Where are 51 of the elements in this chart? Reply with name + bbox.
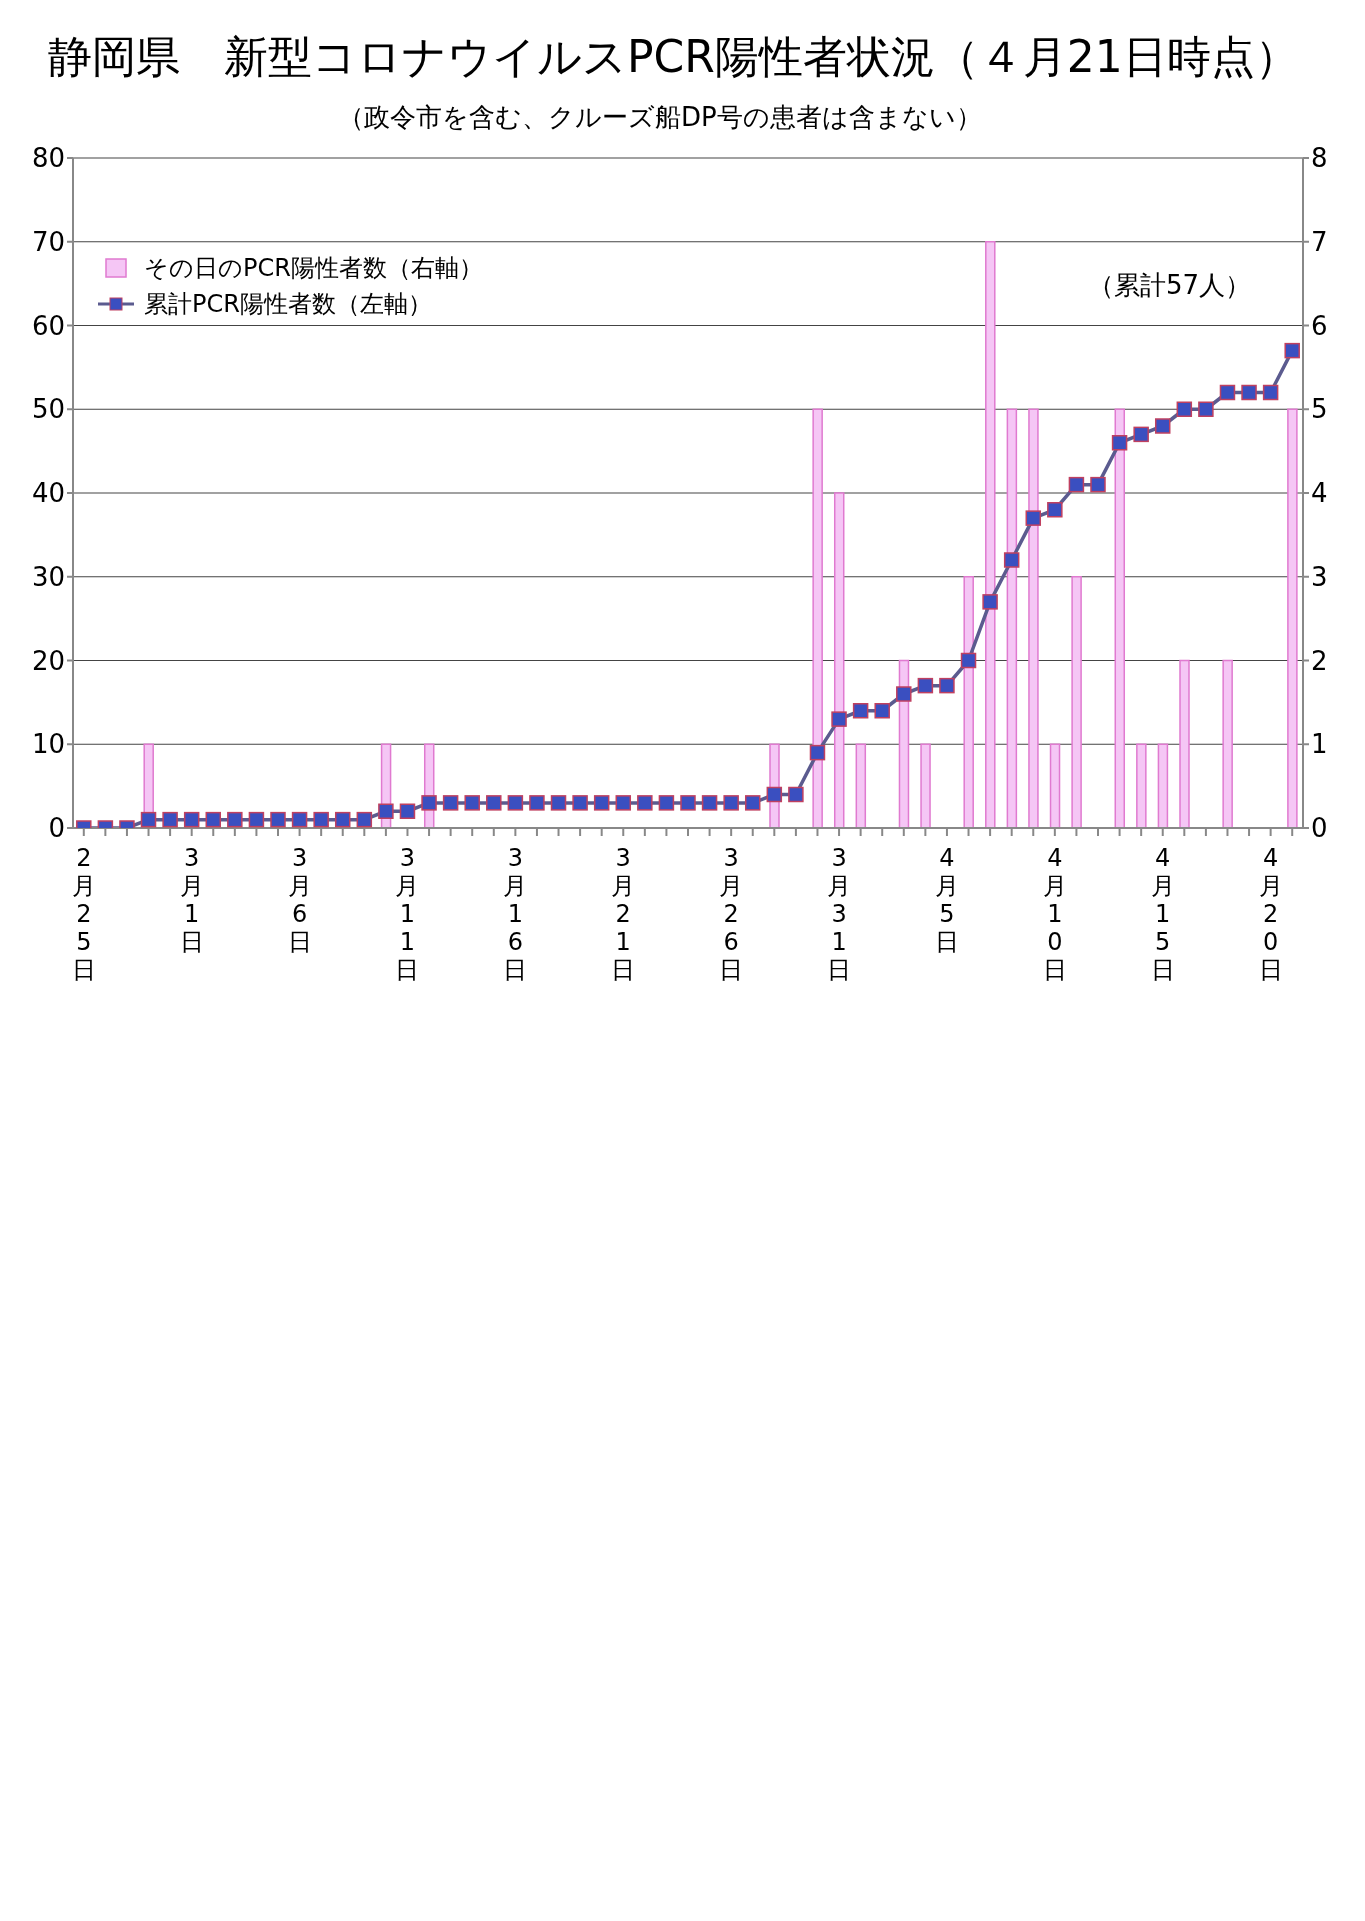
x-tick-label: 3月26日 <box>719 844 744 984</box>
y2-tick-label: 4 <box>1311 478 1328 509</box>
x-tick-label: 3月6日 <box>287 844 312 956</box>
chart-subtitle: （政令市を含む、クルーズ船DP号の患者は含まない） <box>338 101 982 134</box>
x-tick-label: 3月16日 <box>503 844 528 984</box>
annotation: （累計57人） <box>1088 269 1252 302</box>
y2-tick-label: 3 <box>1311 561 1328 592</box>
y2-tick-label: 1 <box>1311 729 1328 760</box>
x-tick-label: 4月15日 <box>1150 844 1175 984</box>
y-tick-label: 0 <box>48 813 65 844</box>
bar <box>1049 743 1061 828</box>
x-tick-label: 2月25日 <box>71 844 96 984</box>
y2-tick-label: 7 <box>1311 226 1328 257</box>
bar <box>1006 408 1018 828</box>
bar <box>1071 576 1082 828</box>
bar <box>963 576 974 828</box>
x-tick-label: 3月31日 <box>827 844 852 984</box>
x-tick-label: 3月21日 <box>611 844 636 984</box>
y2-tick-label: 2 <box>1311 645 1328 676</box>
y2-tick-label: 6 <box>1311 310 1328 341</box>
bar <box>1287 408 1298 828</box>
x-tick-label: 3月11日 <box>395 844 420 984</box>
y-tick-label: 60 <box>31 310 65 341</box>
x-tick-label: 3月1日 <box>179 844 204 956</box>
y-tick-label: 30 <box>31 561 65 592</box>
y2-tick-label: 5 <box>1311 394 1328 425</box>
y-tick-label: 70 <box>31 226 65 257</box>
y2-tick-label: 8 <box>1311 143 1328 174</box>
bar <box>1157 743 1169 828</box>
bar <box>812 408 823 828</box>
bar <box>920 743 931 828</box>
legend-label: その日のPCR陽性者数（右軸） <box>144 253 483 284</box>
y-tick-label: 40 <box>31 478 65 509</box>
y-tick-label: 50 <box>31 394 65 425</box>
bar <box>1114 408 1126 828</box>
bar <box>833 492 845 828</box>
bar <box>1222 659 1233 828</box>
y2-tick-label: 0 <box>1311 813 1328 844</box>
bar <box>1179 659 1190 828</box>
x-tick-label: 4月20日 <box>1258 844 1283 984</box>
bar <box>985 241 996 828</box>
y-tick-label: 80 <box>31 143 65 174</box>
x-tick-label: 4月10日 <box>1042 844 1067 984</box>
legend-label: 累計PCR陽性者数（左軸） <box>144 289 432 320</box>
bar <box>1028 408 1039 828</box>
x-tick-label: 4月5日 <box>934 844 959 956</box>
y-tick-label: 10 <box>31 729 65 760</box>
y-tick-label: 20 <box>31 645 65 676</box>
chart-title: 静岡県 新型コロナウイルスPCR陽性者状況（４月21日時点） <box>48 30 1299 84</box>
bar <box>855 743 867 828</box>
bar <box>1136 743 1147 828</box>
